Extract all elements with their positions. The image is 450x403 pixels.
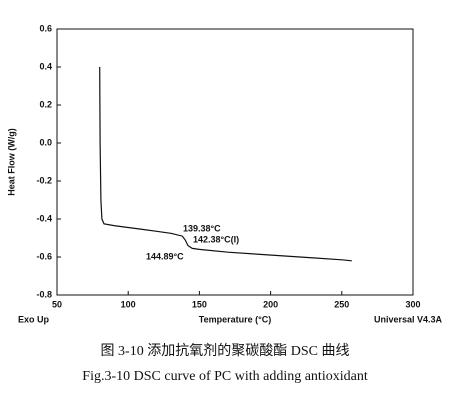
y-tick-label: -0.4 — [36, 213, 52, 223]
y-tick-label: -0.6 — [36, 251, 52, 261]
y-axis-label: Heat Flow (W/g) — [6, 128, 16, 196]
x-tick-label: 300 — [405, 299, 420, 309]
caption-en: Fig.3-10 DSC curve of PC with adding ant… — [82, 369, 368, 384]
x-tick-label: 50 — [52, 299, 62, 309]
corner-left: Exo Up — [18, 314, 50, 324]
y-tick-label: 0.4 — [39, 61, 52, 71]
y-tick-label: 0.2 — [39, 99, 52, 109]
y-tick-label: 0.6 — [39, 23, 52, 33]
caption-cn: 图 3-10 添加抗氧剂的聚碳酸酯 DSC 曲线 — [101, 343, 350, 359]
x-axis-label: Temperature (°C) — [199, 314, 271, 324]
x-tick-label: 100 — [121, 299, 136, 309]
y-tick-label: -0.2 — [36, 175, 52, 185]
curve — [99, 66, 352, 262]
plot-frame — [56, 28, 414, 296]
y-tick-label: -0.8 — [36, 289, 52, 299]
x-tick-label: 250 — [334, 299, 349, 309]
x-tick-label: 200 — [263, 299, 278, 309]
annotation: 142.38°C(I) — [193, 234, 239, 244]
corner-right: Universal V4.3A — [374, 314, 443, 324]
x-tick-label: 150 — [192, 299, 207, 309]
annotation: 139.38°C — [183, 223, 221, 233]
annotation: 144.89°C — [146, 251, 184, 261]
y-tick-label: 0.0 — [39, 137, 52, 147]
